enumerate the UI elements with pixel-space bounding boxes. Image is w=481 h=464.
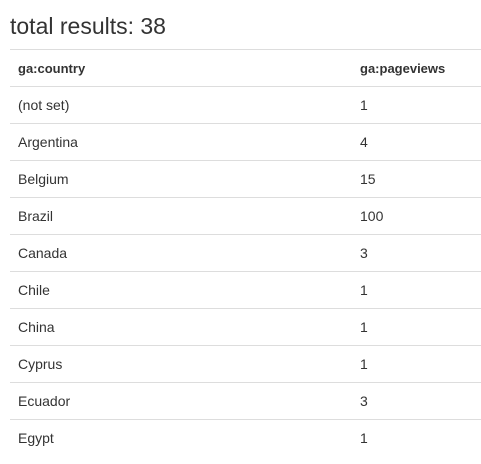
table-row: Canada 3 [10, 234, 481, 272]
pageviews-cell: 3 [352, 234, 481, 272]
country-cell: (not set) [10, 86, 352, 124]
country-cell: Cyprus [10, 345, 352, 383]
pageviews-cell: 15 [352, 160, 481, 198]
country-cell: Belgium [10, 160, 352, 198]
table-row: Belgium 15 [10, 160, 481, 198]
table-row: China 1 [10, 308, 481, 346]
country-cell: China [10, 308, 352, 346]
page-title: total results: 38 [10, 13, 166, 39]
pageviews-cell: 1 [352, 86, 481, 124]
pageviews-cell: 1 [352, 308, 481, 346]
table-row: Chile 1 [10, 271, 481, 309]
column-header-country: ga:country [10, 49, 352, 87]
pageviews-cell: 4 [352, 123, 481, 161]
results-table: ga:country ga:pageviews (not set) 1 Arge… [10, 49, 481, 456]
table-header-row: ga:country ga:pageviews [10, 49, 481, 87]
table-row: Brazil 100 [10, 197, 481, 235]
country-cell: Chile [10, 271, 352, 309]
table-row: Egypt 1 [10, 419, 481, 456]
country-cell: Ecuador [10, 382, 352, 420]
pageviews-cell: 100 [352, 197, 481, 235]
pageviews-cell: 3 [352, 382, 481, 420]
country-cell: Brazil [10, 197, 352, 235]
country-cell: Egypt [10, 419, 352, 456]
pageviews-cell: 1 [352, 345, 481, 383]
table-row: Ecuador 3 [10, 382, 481, 420]
table-row: Cyprus 1 [10, 345, 481, 383]
pageviews-cell: 1 [352, 419, 481, 456]
column-header-pageviews: ga:pageviews [352, 49, 481, 87]
table-row: Argentina 4 [10, 123, 481, 161]
country-cell: Canada [10, 234, 352, 272]
table-row: (not set) 1 [10, 86, 481, 124]
country-cell: Argentina [10, 123, 352, 161]
pageviews-cell: 1 [352, 271, 481, 309]
